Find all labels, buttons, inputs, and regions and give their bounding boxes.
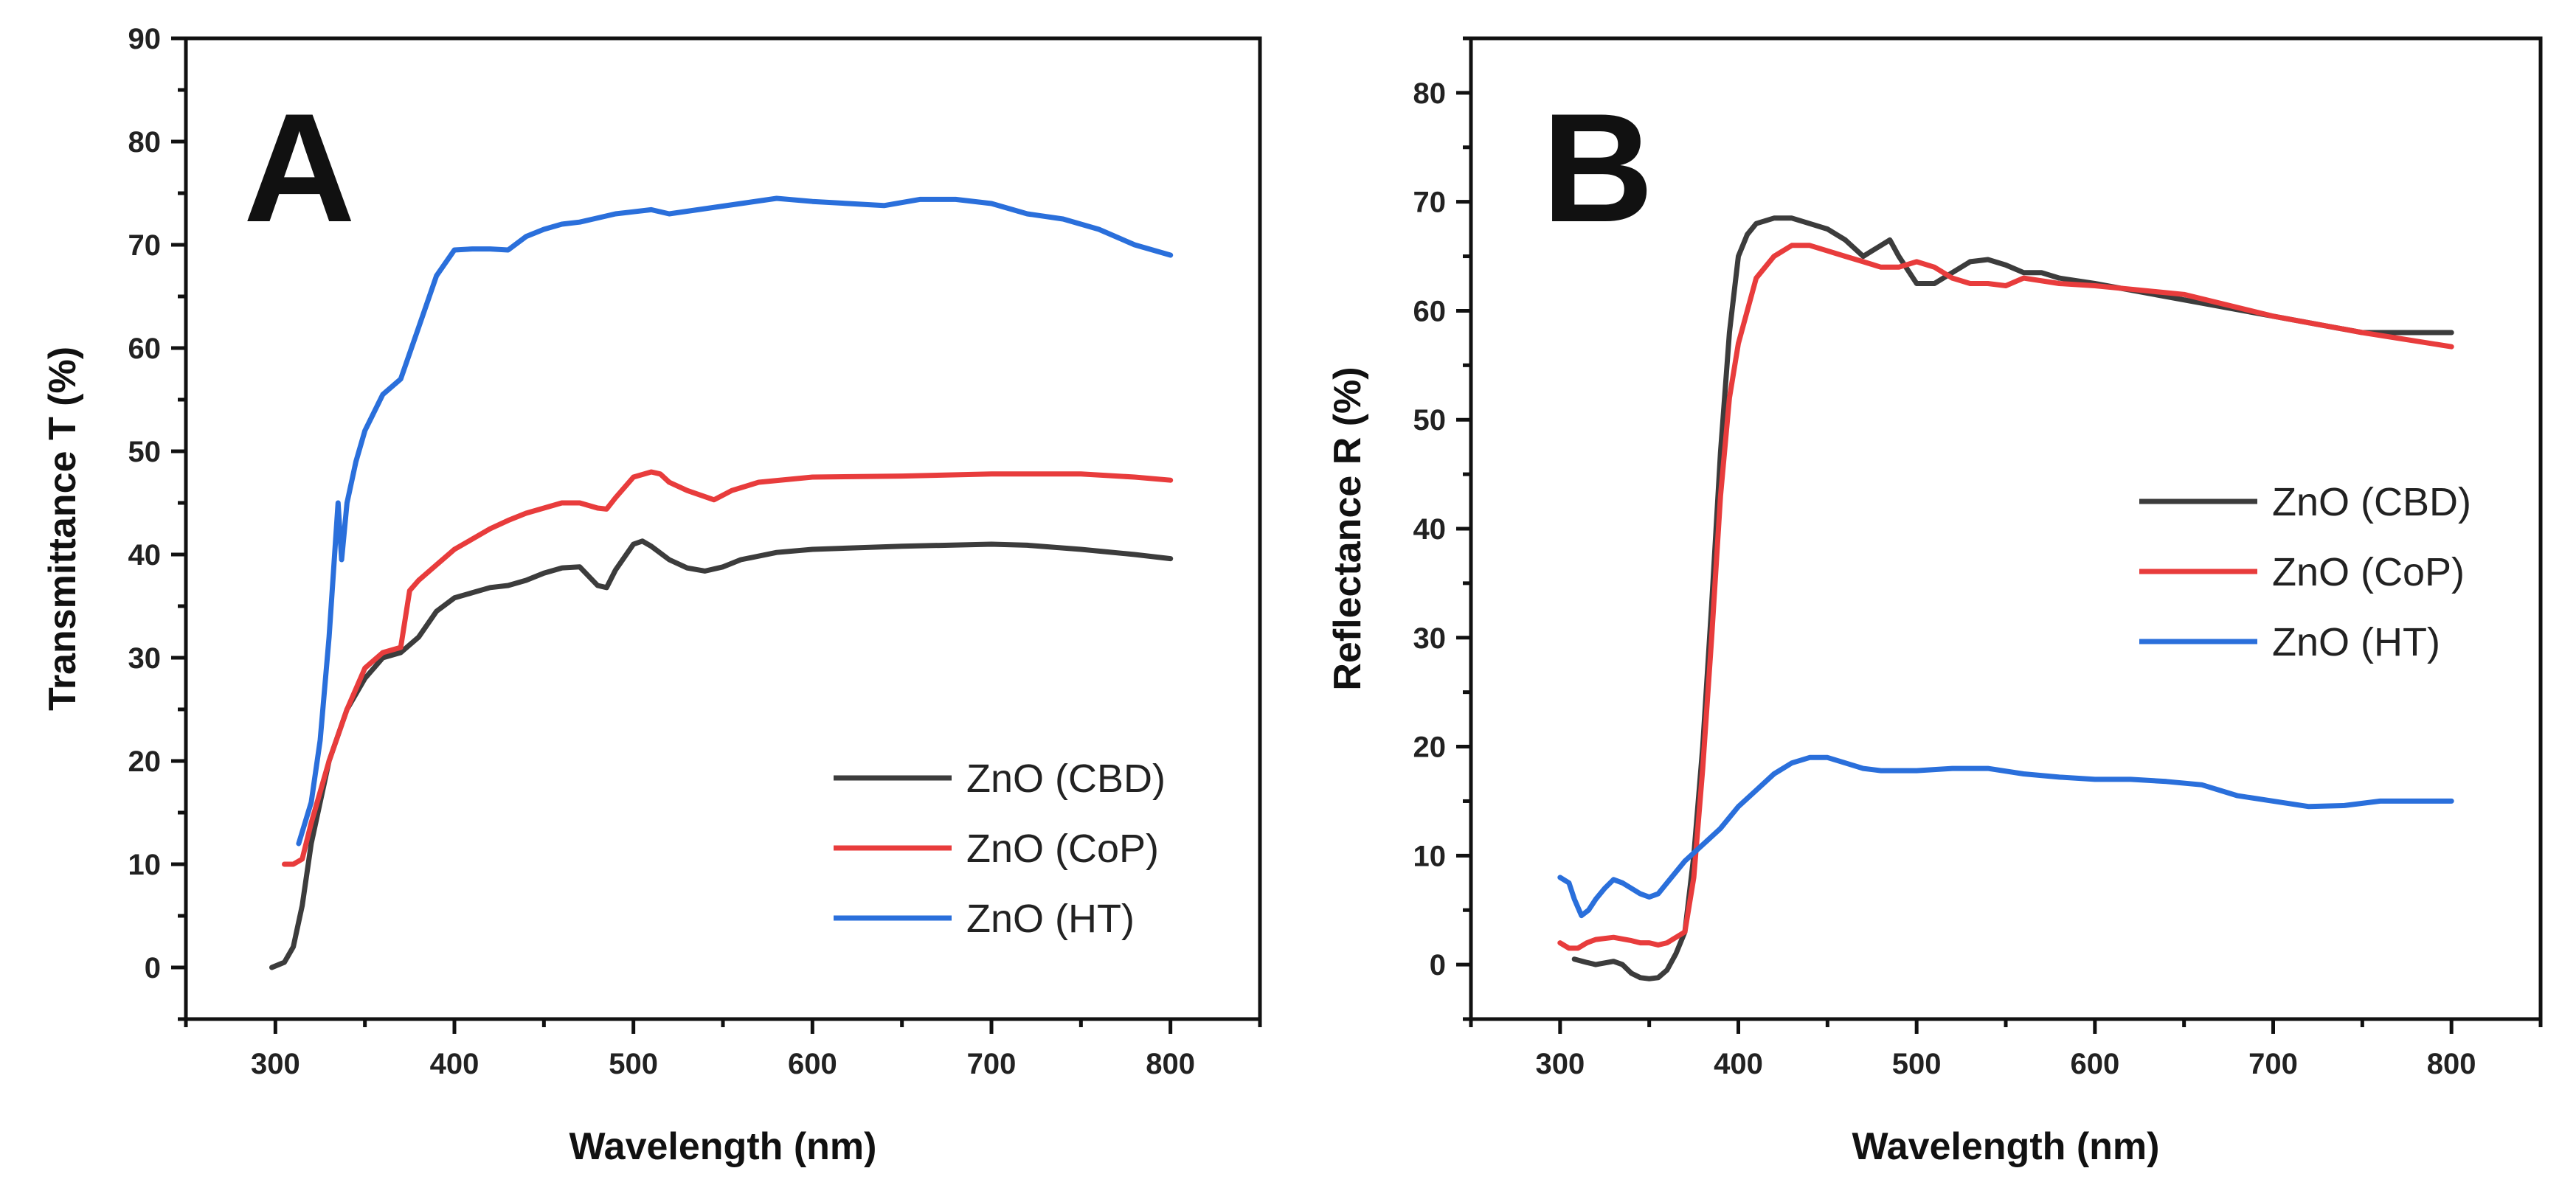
- x-tick-label: 400: [1714, 1048, 1763, 1080]
- legend-label: ZnO (HT): [966, 897, 1135, 941]
- y-tick-label: 10: [1413, 840, 1447, 872]
- panel-b-series-lines: [1557, 215, 2454, 981]
- y-tick-label: 0: [145, 952, 161, 984]
- panel-b-x-ticks: 300 400 500 600 700 800: [1469, 1019, 2543, 1080]
- legend-label: ZnO (CoP): [2272, 550, 2465, 594]
- y-tick-label: 0: [1430, 949, 1446, 981]
- x-tick-label: 700: [967, 1048, 1017, 1080]
- panel-b: 300 400 500 600 700 800 0 10 20 30 40 50 60 70 80 B W…: [1326, 36, 2543, 1168]
- y-tick-label: 20: [1413, 731, 1447, 764]
- x-tick-label: 500: [1892, 1048, 1942, 1080]
- x-tick-label: 500: [609, 1048, 658, 1080]
- panel-a-series-line-1: [282, 469, 1174, 867]
- panel-b-series-line-2: [1557, 754, 2454, 919]
- y-tick-label: 20: [128, 746, 162, 778]
- panel-b-legend: ZnO (CBD) ZnO (CoP) ZnO (HT): [2139, 480, 2471, 664]
- x-tick-label: 800: [2427, 1048, 2476, 1080]
- panel-b-series-line-0: [1571, 215, 2454, 981]
- panel-a-series-line-2: [296, 195, 1174, 847]
- legend-label: ZnO (CBD): [966, 757, 1166, 801]
- y-tick-label: 40: [128, 539, 162, 571]
- panel-b-x-axis-title: Wavelength (nm): [1852, 1125, 2160, 1168]
- legend-label: ZnO (HT): [2272, 620, 2440, 664]
- panel-a-letter: A: [243, 81, 356, 254]
- x-tick-label: 400: [430, 1048, 479, 1080]
- panel-b-y-axis-title: Reflectance R (%): [1326, 366, 1369, 690]
- y-tick-label: 80: [128, 126, 162, 159]
- panel-a: 300 400 500 600 700 800 0 10 20 30 40 50 60 70 80 90 A…: [41, 23, 1262, 1168]
- panel-a-series-lines: [269, 195, 1174, 970]
- panel-b-letter: B: [1542, 81, 1654, 254]
- panel-a-x-ticks: 300 400 500 600 700 800: [184, 1019, 1262, 1080]
- y-tick-label: 60: [128, 333, 162, 365]
- x-tick-label: 300: [251, 1048, 300, 1080]
- x-tick-label: 800: [1146, 1048, 1195, 1080]
- y-tick-label: 50: [1413, 404, 1447, 437]
- legend-label: ZnO (CoP): [966, 827, 1159, 871]
- legend-label: ZnO (CBD): [2272, 480, 2471, 524]
- x-tick-label: 600: [2070, 1048, 2119, 1080]
- panel-a-y-axis-title: Transmittance T (%): [41, 347, 84, 711]
- x-tick-label: 700: [2248, 1048, 2298, 1080]
- panel-b-series-line-1: [1557, 243, 2454, 951]
- panel-a-x-axis-title: Wavelength (nm): [569, 1125, 877, 1168]
- panel-a-legend: ZnO (CBD) ZnO (CoP) ZnO (HT): [834, 757, 1166, 941]
- x-tick-label: 300: [1535, 1048, 1585, 1080]
- y-tick-label: 10: [128, 849, 162, 881]
- y-tick-label: 50: [128, 436, 162, 468]
- panel-b-y-ticks: 0 10 20 30 40 50 60 70 80: [1413, 36, 1471, 1021]
- y-tick-label: 80: [1413, 77, 1447, 110]
- y-tick-label: 40: [1413, 513, 1447, 546]
- y-tick-label: 70: [1413, 187, 1447, 219]
- x-tick-label: 600: [788, 1048, 837, 1080]
- y-tick-label: 70: [128, 229, 162, 262]
- y-tick-label: 90: [128, 23, 162, 55]
- panel-a-y-ticks: 0 10 20 30 40 50 60 70 80 90: [128, 23, 186, 1021]
- y-tick-label: 60: [1413, 295, 1447, 327]
- y-tick-label: 30: [128, 642, 162, 675]
- y-tick-label: 30: [1413, 622, 1447, 655]
